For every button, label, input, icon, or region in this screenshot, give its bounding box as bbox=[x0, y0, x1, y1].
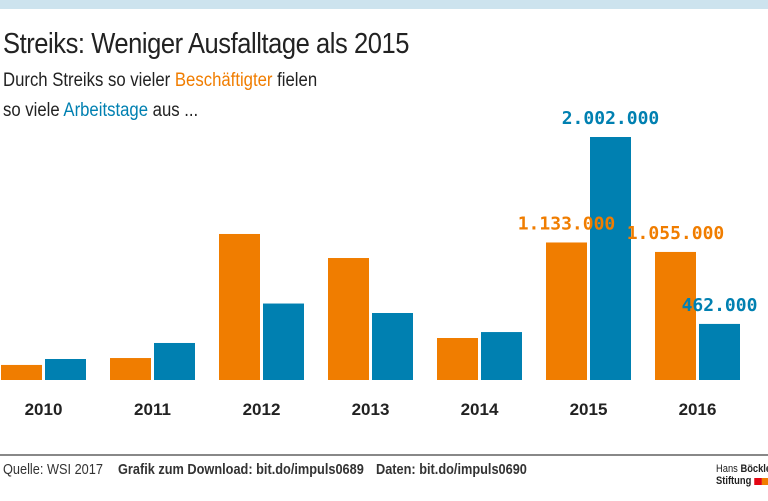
data-label: 1.133.000 bbox=[518, 213, 616, 234]
subtitle-text: Durch Streiks so vieler bbox=[3, 70, 175, 91]
subtitle-text: aus ... bbox=[148, 100, 199, 121]
bar-2016-arbeitstage bbox=[699, 323, 740, 380]
download-link[interactable]: Grafik zum Download: bit.do/impuls0689 bbox=[118, 461, 364, 478]
chart-title: Streiks: Weniger Ausfalltage als 2015 bbox=[3, 28, 409, 60]
bar-2015-arbeitstage bbox=[590, 137, 631, 380]
data-link[interactable]: Daten: bit.do/impuls0690 bbox=[376, 461, 527, 478]
bar-2010-beschaeftigte bbox=[1, 364, 42, 380]
data-label: 2.002.000 bbox=[562, 108, 660, 129]
x-tick-label: 2015 bbox=[570, 400, 608, 419]
bar-2015-beschaeftigte bbox=[546, 242, 587, 380]
subtitle-line-2: so viele Arbeitstage aus ... bbox=[3, 100, 198, 122]
bar-chart: 2010 2011 2012 2013 2014 2015 2016 1.133.000 2.0… bbox=[1, 108, 758, 419]
bar-2014-beschaeftigte bbox=[437, 338, 478, 380]
x-tick-label: 2011 bbox=[134, 400, 171, 419]
x-tick-label: 2016 bbox=[679, 400, 717, 419]
x-tick-label: 2014 bbox=[461, 400, 499, 419]
logo-orange-square bbox=[761, 477, 768, 485]
hans-boeckler-logo: Hans Böckler Stiftung bbox=[716, 463, 768, 487]
data-label: 1.055.000 bbox=[627, 223, 725, 244]
footer-divider bbox=[0, 454, 768, 456]
bar-2013-arbeitstage bbox=[372, 312, 413, 380]
bar-2013-beschaeftigte bbox=[328, 258, 369, 380]
subtitle-text: fielen bbox=[272, 70, 318, 91]
logo-red-square bbox=[753, 477, 762, 485]
bar-2016-beschaeftigte bbox=[655, 251, 696, 380]
legend-beschaeftigte: Beschäftigter bbox=[174, 70, 273, 91]
subtitle-line-1: Durch Streiks so vieler Beschäftigter fi… bbox=[3, 70, 317, 92]
logo-text: Stiftung bbox=[716, 475, 752, 487]
legend-arbeitstage: Arbeitstage bbox=[63, 100, 149, 121]
bar-2014-arbeitstage bbox=[481, 332, 522, 380]
bar-2011-arbeitstage bbox=[154, 342, 195, 380]
data-label: 462.000 bbox=[682, 295, 758, 316]
logo-text: Hans bbox=[716, 463, 741, 475]
subtitle-text: so viele bbox=[3, 100, 64, 121]
bar-2012-beschaeftigte bbox=[219, 233, 260, 380]
x-tick-label: 2010 bbox=[25, 400, 63, 419]
x-tick-label: 2012 bbox=[243, 400, 281, 419]
bar-2011-beschaeftigte bbox=[110, 358, 151, 380]
logo-text: Böckler bbox=[740, 463, 768, 475]
bar-2012-arbeitstage bbox=[263, 303, 304, 380]
bar-2010-arbeitstage bbox=[45, 359, 86, 380]
top-bar bbox=[0, 0, 768, 9]
source-text: Quelle: WSI 2017 bbox=[3, 461, 103, 478]
x-tick-label: 2013 bbox=[352, 400, 390, 419]
